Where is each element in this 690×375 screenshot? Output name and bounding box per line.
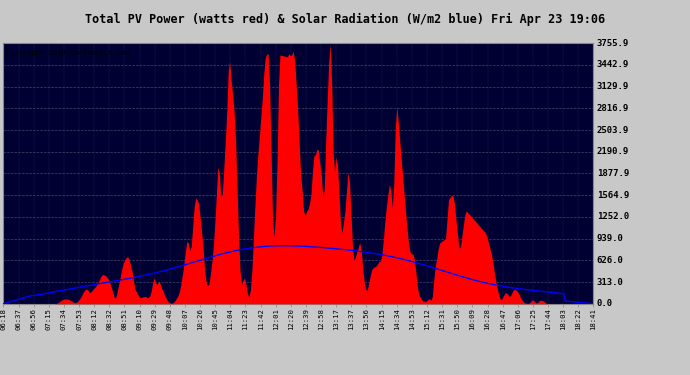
Text: 313.0: 313.0 bbox=[597, 278, 624, 286]
Text: 2503.9: 2503.9 bbox=[597, 126, 629, 135]
Text: Total PV Power (watts red) & Solar Radiation (W/m2 blue) Fri Apr 23 19:06: Total PV Power (watts red) & Solar Radia… bbox=[85, 13, 605, 26]
Text: 0.0: 0.0 bbox=[597, 299, 613, 308]
Text: 1877.9: 1877.9 bbox=[597, 169, 629, 178]
Text: 2190.9: 2190.9 bbox=[597, 147, 629, 156]
Text: 3755.9: 3755.9 bbox=[597, 39, 629, 48]
Text: 3442.9: 3442.9 bbox=[597, 60, 629, 69]
Text: 939.0: 939.0 bbox=[597, 234, 624, 243]
Text: 2816.9: 2816.9 bbox=[597, 104, 629, 113]
Text: 1252.0: 1252.0 bbox=[597, 212, 629, 221]
Text: 3129.9: 3129.9 bbox=[597, 82, 629, 91]
Text: 626.0: 626.0 bbox=[597, 256, 624, 265]
Text: 1564.9: 1564.9 bbox=[597, 190, 629, 200]
Text: Copyright 2010 Cartronics.com: Copyright 2010 Cartronics.com bbox=[6, 50, 130, 55]
